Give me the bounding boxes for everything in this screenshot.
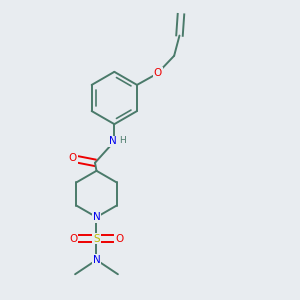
Text: O: O <box>69 153 77 163</box>
Text: N: N <box>93 255 101 265</box>
Text: S: S <box>93 234 100 244</box>
Text: N: N <box>93 212 101 222</box>
Text: O: O <box>70 234 78 244</box>
Text: O: O <box>154 68 162 78</box>
Text: N: N <box>109 136 117 146</box>
Text: O: O <box>115 234 124 244</box>
Text: H: H <box>119 136 126 145</box>
